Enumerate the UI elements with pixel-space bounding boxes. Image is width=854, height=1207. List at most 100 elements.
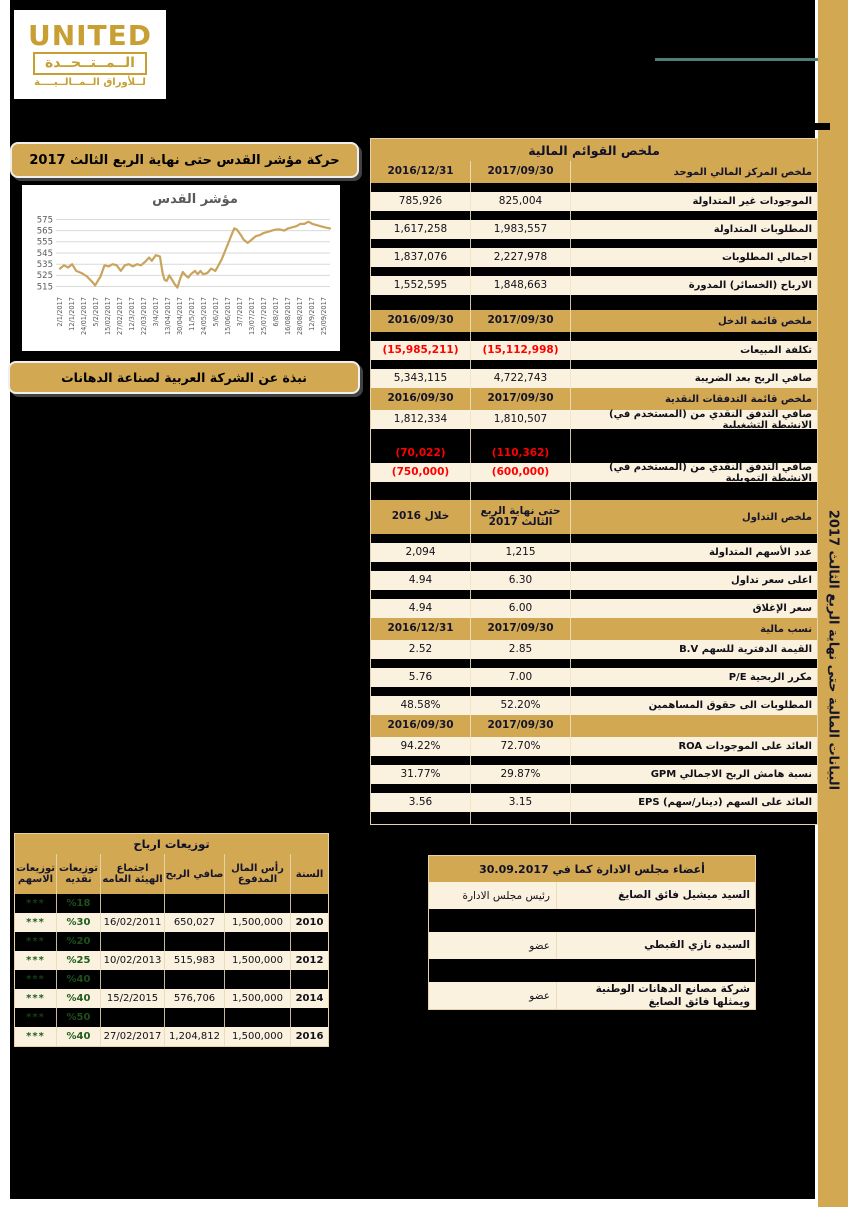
fin-value-prior bbox=[371, 482, 471, 500]
fin-value-prior: (750,000) bbox=[371, 463, 471, 482]
fin-data-row: 31.77% 29.87% نسبة هامش الربح الاجمالي GPM bbox=[371, 765, 817, 784]
fin-value-prior bbox=[371, 812, 471, 824]
fin-value-current bbox=[471, 332, 571, 341]
fin-hidden-row bbox=[371, 267, 817, 276]
svg-text:2/1/2017: 2/1/2017 bbox=[56, 297, 64, 327]
dividends-cell: *** bbox=[15, 970, 57, 989]
svg-text:15/02/2017: 15/02/2017 bbox=[104, 297, 112, 335]
fin-data-row: 3.56 3.15 العائد على السهم (دينار/سهم) EPS bbox=[371, 793, 817, 812]
fin-value-prior bbox=[371, 239, 471, 248]
svg-text:555: 555 bbox=[37, 238, 53, 248]
fin-value-prior: 1,812,334 bbox=[371, 410, 471, 429]
fin-value-current: 2017/09/30 bbox=[471, 618, 571, 640]
dividends-header-year: السنة bbox=[295, 868, 324, 880]
fin-row-label bbox=[571, 239, 817, 248]
fin-value-prior: 3.56 bbox=[371, 793, 471, 812]
dividends-hidden-row: *** %20 bbox=[15, 932, 328, 951]
board-member-role: رئيس مجلس الادارة bbox=[429, 882, 557, 909]
dividends-cell: 2016 bbox=[295, 1031, 324, 1042]
fin-value-current: 52.20% bbox=[471, 696, 571, 715]
fin-row-label bbox=[571, 444, 817, 463]
dividends-cell: *** bbox=[15, 1027, 57, 1046]
fin-hidden-row bbox=[371, 534, 817, 543]
fin-row-label: ملخص قائمة التدفقات النقدية bbox=[664, 393, 812, 405]
dividends-header-meeting: اجتماع الهيئة العامه bbox=[101, 854, 165, 894]
fin-hidden-row bbox=[371, 756, 817, 765]
svg-text:22/03/2017: 22/03/2017 bbox=[140, 297, 148, 335]
dividends-cell: %50 bbox=[57, 1008, 101, 1027]
dividends-cell: 576,706 bbox=[165, 989, 225, 1008]
fin-data-row: (15,985,211) (15,112,998) تكلفة المبيعات bbox=[371, 341, 817, 360]
fin-value-current bbox=[471, 482, 571, 500]
fin-value-prior: 2.52 bbox=[371, 640, 471, 659]
fin-value-prior: 2016/09/30 bbox=[371, 715, 471, 737]
fin-value-prior bbox=[371, 183, 471, 192]
dividends-cell bbox=[225, 932, 291, 951]
fin-value-prior: 4.94 bbox=[371, 571, 471, 590]
board-member-row: عضو السيده نازي القبطي bbox=[429, 932, 755, 959]
fin-hidden-row bbox=[371, 659, 817, 668]
fin-value-current bbox=[471, 756, 571, 765]
fin-hidden-row bbox=[371, 239, 817, 248]
dividends-cell: 2014 bbox=[295, 993, 324, 1004]
fin-hidden-row bbox=[371, 332, 817, 341]
board-member-role: عضو bbox=[429, 932, 557, 959]
svg-text:15/06/2017: 15/06/2017 bbox=[224, 297, 232, 335]
dividends-cell bbox=[291, 970, 328, 989]
dividends-cell: %30 bbox=[57, 913, 101, 932]
fin-row-label: نسبة هامش الربح الاجمالي GPM bbox=[650, 769, 812, 780]
dividends-cell: *** bbox=[15, 1008, 57, 1027]
fin-data-row: 1,617,258 1,983,557 المطلوبات المتداولة bbox=[371, 220, 817, 239]
dividends-header-cash: توزيعات نقديه bbox=[57, 854, 101, 894]
fin-value-prior: (70,022) bbox=[371, 444, 471, 463]
dividends-cell bbox=[101, 894, 165, 913]
fin-value-prior: 4.94 bbox=[371, 599, 471, 618]
fin-hidden-row bbox=[371, 183, 817, 192]
fin-section-header-row: خلال 2016 حتى نهاية الربع الثالث 2017 ملخص… bbox=[371, 500, 817, 534]
fin-value-current bbox=[471, 784, 571, 793]
dividends-data-row: *** %40 27/02/2017 1,204,812 1,500,000 2016 bbox=[15, 1027, 328, 1046]
fin-value-current: 2,227,978 bbox=[471, 248, 571, 267]
fin-value-prior: (15,985,211) bbox=[371, 341, 471, 360]
board-member-name: السيده نازي القبطي bbox=[644, 939, 750, 952]
fin-value-prior: 785,926 bbox=[371, 192, 471, 211]
dividends-hidden-row: *** %50 bbox=[15, 1008, 328, 1027]
svg-text:25/09/2017: 25/09/2017 bbox=[320, 297, 328, 335]
dividends-cell bbox=[165, 1008, 225, 1027]
fin-value-prior: 2016/12/31 bbox=[371, 618, 471, 640]
fin-value-current bbox=[471, 687, 571, 696]
fin-value-current: (110,362) bbox=[471, 444, 571, 463]
fin-data-row: 94.22% 72.70% العائد على الموجودات ROA bbox=[371, 737, 817, 756]
board-members-title: أعضاء مجلس الادارة كما في 30.09.2017 bbox=[429, 856, 755, 882]
fin-value-current bbox=[471, 211, 571, 220]
dividends-header-stock: توزيعات الاسهم bbox=[15, 854, 57, 894]
dividends-cell: 1,500,000 bbox=[225, 989, 291, 1008]
svg-text:12/9/2017: 12/9/2017 bbox=[308, 297, 316, 331]
fin-value-prior bbox=[371, 295, 471, 310]
fin-value-prior: 2016/12/31 bbox=[371, 161, 471, 183]
fin-value-current: حتى نهاية الربع الثالث 2017 bbox=[471, 500, 571, 534]
fin-value-prior bbox=[371, 562, 471, 571]
dividends-cell: 515,983 bbox=[165, 951, 225, 970]
fin-row-label: العائد على السهم (دينار/سهم) EPS bbox=[638, 797, 812, 808]
dividends-cell: *** bbox=[15, 913, 57, 932]
chart-section-banner: حركة مؤشر القدس حتى نهاية الربع الثالث 2… bbox=[10, 142, 359, 178]
fin-row-label: سعر الإغلاق bbox=[752, 603, 812, 614]
dividends-cell: %40 bbox=[57, 970, 101, 989]
svg-text:3/7/2017: 3/7/2017 bbox=[236, 297, 244, 327]
fin-row-label: ملخص المركز المالي الموحد bbox=[673, 166, 812, 178]
dividends-cell bbox=[101, 1008, 165, 1027]
svg-text:545: 545 bbox=[37, 249, 53, 259]
financial-summary-table: ملخص القوائم المالية 2016/12/31 2017/09/3… bbox=[370, 138, 818, 825]
fin-data-row: 1,552,595 1,848,663 الارباح (الخسائر) المد… bbox=[371, 276, 817, 295]
board-members-rows: رئيس مجلس الادارة السيد ميشيل فائق الصايغ… bbox=[429, 882, 755, 1009]
fin-hidden-row bbox=[371, 360, 817, 369]
svg-text:24/01/2017: 24/01/2017 bbox=[80, 297, 88, 335]
fin-value-current bbox=[471, 183, 571, 192]
header-divider-line bbox=[655, 58, 826, 61]
svg-text:30/04/2017: 30/04/2017 bbox=[176, 297, 184, 335]
dividends-cell: %25 bbox=[57, 951, 101, 970]
dividends-cell bbox=[225, 894, 291, 913]
dividends-cell: 16/02/2011 bbox=[101, 913, 165, 932]
fin-value-prior bbox=[371, 332, 471, 341]
